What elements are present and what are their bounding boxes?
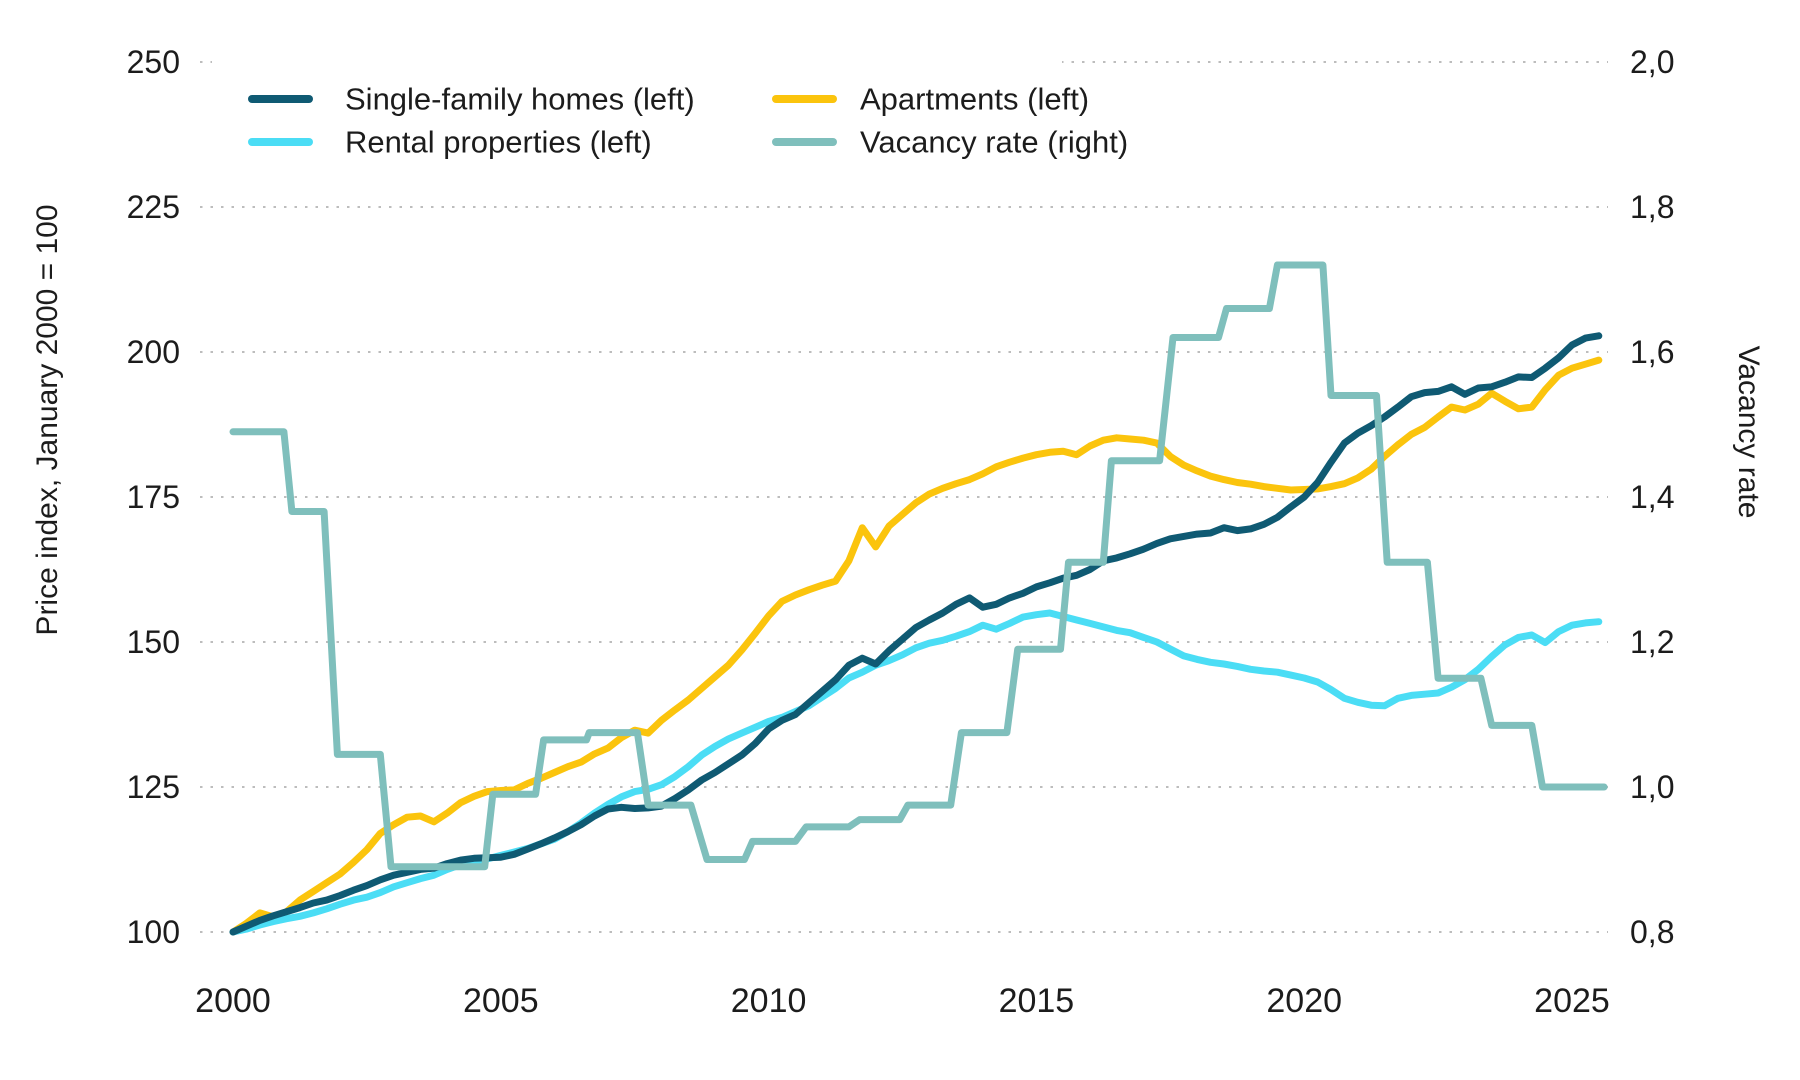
series-line-vacancy-rate <box>229 261 1608 871</box>
left-axis-tick-label: 100 <box>127 914 180 950</box>
legend-background <box>212 54 1062 168</box>
legend-swatch <box>248 95 313 103</box>
right-axis-tick-label: 1,4 <box>1630 479 1674 515</box>
left-axis-tick-label: 125 <box>127 769 180 805</box>
right-axis-tick-label: 1,2 <box>1630 624 1674 660</box>
x-axis-tick-label: 2020 <box>1266 982 1342 1020</box>
legend-label: Single-family homes (left) <box>345 82 695 117</box>
right-axis-tick-label: 0,8 <box>1630 914 1674 950</box>
x-axis-tick-label: 2000 <box>195 982 271 1020</box>
legend-label: Rental properties (left) <box>345 125 652 160</box>
left-axis-tick-label: 175 <box>127 479 180 515</box>
x-axis-tick-label: 2015 <box>999 982 1075 1020</box>
right-axis-tick-label: 1,8 <box>1630 189 1674 225</box>
x-axis-tick-label: 2025 <box>1534 982 1610 1020</box>
x-axis-tick-label: 2010 <box>731 982 807 1020</box>
legend-label: Vacancy rate (right) <box>860 125 1128 160</box>
left-axis-tick-label: 225 <box>127 189 180 225</box>
legend-swatch <box>772 138 837 146</box>
left-axis-tick-label: 150 <box>127 624 180 660</box>
legend-swatch <box>772 95 837 103</box>
right-axis-tick-label: 2,0 <box>1630 44 1674 80</box>
right-axis-tick-label: 1,0 <box>1630 769 1674 805</box>
series-line-apartments <box>229 356 1603 936</box>
x-axis-tick-label: 2005 <box>463 982 539 1020</box>
series-line-rental-properties <box>229 609 1603 936</box>
legend-label: Apartments (left) <box>860 82 1089 117</box>
legend-swatch <box>248 138 313 146</box>
right-axis-tick-label: 1,6 <box>1630 334 1674 370</box>
series-line-single-family-homes <box>229 332 1603 936</box>
left-axis-tick-label: 200 <box>127 334 180 370</box>
left-axis-tick-label: 250 <box>127 44 180 80</box>
